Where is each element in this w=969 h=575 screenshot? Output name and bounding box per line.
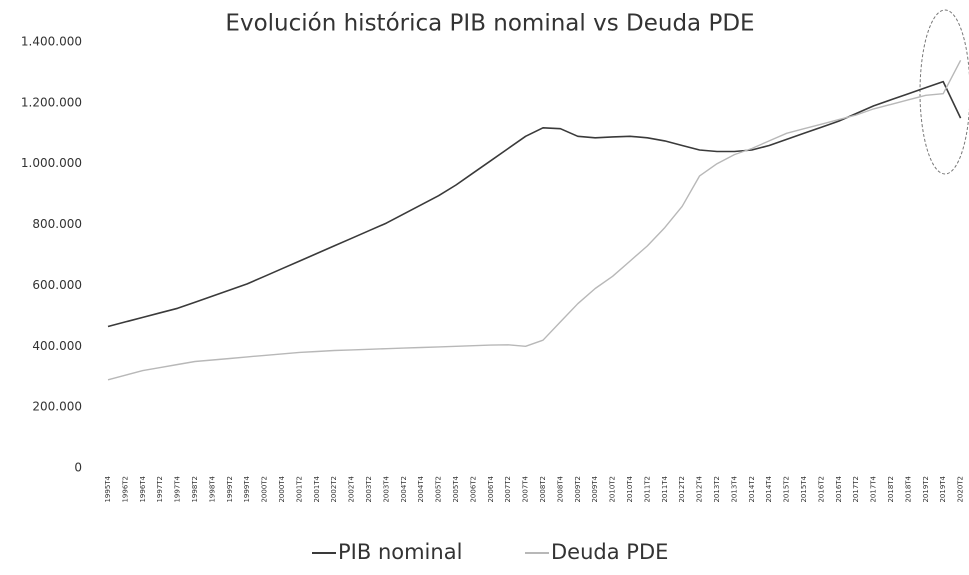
x-tick-label: 1999T4: [243, 475, 251, 502]
x-tick-label: 2009T4: [591, 475, 599, 502]
x-tick-label: 2014T4: [765, 475, 773, 502]
y-tick-label: 1.400.000: [21, 35, 82, 49]
legend-label: PIB nominal: [338, 540, 462, 564]
x-tick-label: 2006T2: [469, 476, 477, 503]
x-tick-label: 2014T2: [748, 476, 756, 503]
x-tick-label: 1999T2: [226, 476, 234, 503]
y-tick-label: 1.200.000: [21, 95, 82, 109]
series-line: [107, 80, 962, 328]
x-tick-label: 2002T2: [330, 476, 338, 503]
x-tick-label: 2018T2: [887, 476, 895, 503]
x-tick-label: 2001T2: [295, 476, 303, 503]
x-tick-label: 2001T4: [313, 475, 321, 502]
x-tick-label: 2003T4: [382, 475, 390, 502]
legend-label: Deuda PDE: [551, 540, 668, 564]
x-tick-label: 2006T4: [487, 475, 495, 502]
x-tick-label: 2018T4: [904, 475, 912, 502]
y-tick-label: 1.000.000: [21, 156, 82, 170]
x-tick-label: 2002T4: [348, 475, 356, 502]
x-tick-label: 1996T4: [139, 475, 147, 502]
x-tick-label: 1998T4: [208, 475, 216, 502]
x-tick-label: 2005T2: [435, 476, 443, 503]
x-tick-label: 2011T4: [661, 475, 669, 502]
y-tick-label: 600.000: [32, 278, 82, 292]
x-tick-label: 2019T2: [922, 476, 930, 503]
y-tick-label: 800.000: [32, 217, 82, 231]
y-tick-label: 0: [74, 461, 82, 475]
x-tick-label: 1997T2: [156, 476, 164, 503]
x-tick-label: 2000T2: [261, 476, 269, 503]
chart-title: Evolución histórica PIB nominal vs Deuda…: [225, 11, 754, 37]
x-tick-label: 2020T2: [957, 476, 965, 503]
x-tick-label: 2016T4: [835, 475, 843, 502]
x-tick-label: 2000T4: [278, 475, 286, 502]
x-tick-label: 2017T2: [852, 476, 860, 503]
x-tick-label: 2010T2: [609, 476, 617, 503]
x-tick-label: 2012T4: [696, 475, 704, 502]
y-tick-label: 200.000: [32, 400, 82, 414]
x-tick-label: 2016T2: [817, 476, 825, 503]
x-tick-label: 2015T2: [783, 476, 791, 503]
x-tick-label: 2015T4: [800, 475, 808, 502]
series-line: [107, 59, 962, 381]
x-tick-label: 2017T4: [870, 475, 878, 502]
y-tick-label: 400.000: [32, 339, 82, 353]
x-tick-label: 2009T2: [574, 476, 582, 503]
x-tick-label: 2013T2: [713, 476, 721, 503]
x-tick-label: 1995T4: [104, 475, 112, 502]
x-tick-label: 1996T2: [121, 476, 129, 503]
x-tick-label: 1998T2: [191, 476, 199, 503]
x-tick-label: 2003T2: [365, 476, 373, 503]
x-tick-label: 2019T4: [939, 475, 947, 502]
x-tick-label: 2004T2: [400, 476, 408, 503]
x-tick-label: 2008T2: [539, 476, 547, 503]
x-tick-label: 2012T2: [678, 476, 686, 503]
x-tick-label: 2007T4: [522, 475, 530, 502]
x-tick-label: 2010T4: [626, 475, 634, 502]
x-tick-label: 2004T4: [417, 475, 425, 502]
x-tick-label: 1997T4: [174, 475, 182, 502]
x-tick-label: 2013T4: [730, 475, 738, 502]
x-tick-label: 2011T2: [643, 476, 651, 503]
x-tick-label: 2005T4: [452, 475, 460, 502]
x-tick-label: 2008T4: [556, 475, 564, 502]
x-tick-label: 2007T2: [504, 476, 512, 503]
